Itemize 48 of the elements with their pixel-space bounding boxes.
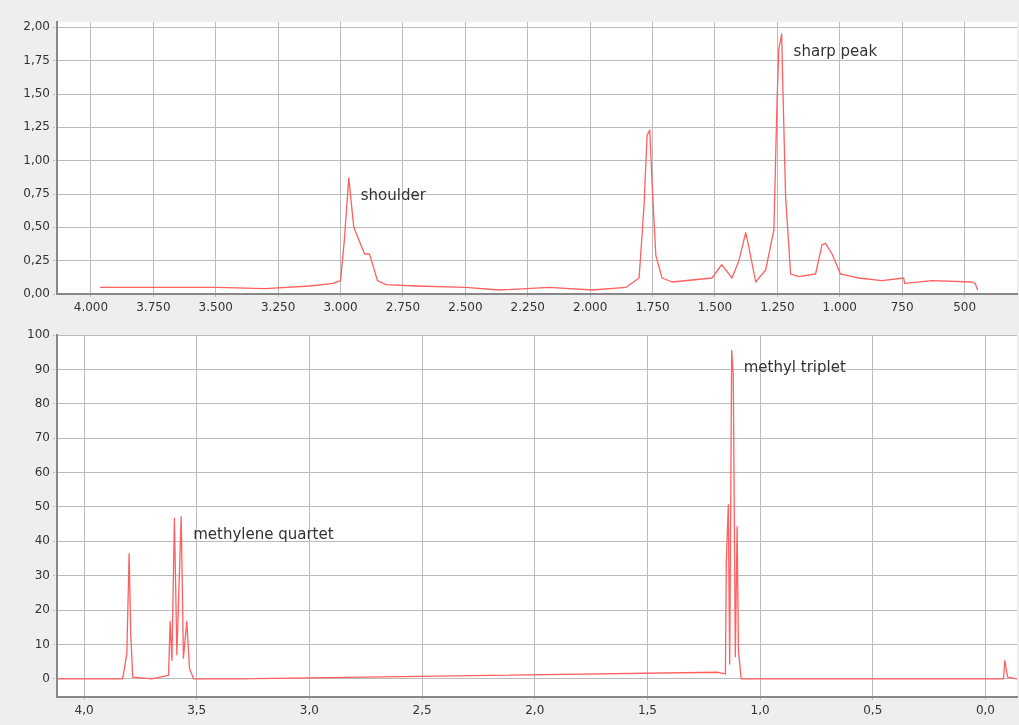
x-tick-label: 1,0 bbox=[750, 703, 770, 718]
x-tick-label: 3.500 bbox=[198, 300, 233, 315]
x-tick-label: 0,0 bbox=[975, 703, 995, 718]
y-tick-label: 0,50 bbox=[23, 219, 50, 234]
x-tick-label: 1.750 bbox=[635, 300, 670, 315]
x-tick-label: 3,5 bbox=[187, 703, 207, 718]
x-tick-label: 1,5 bbox=[637, 703, 657, 718]
annotation: sharp peak bbox=[793, 41, 878, 60]
y-tick-label: 50 bbox=[34, 499, 50, 514]
x-tick-label: 2.500 bbox=[448, 300, 483, 315]
y-tick-label: 1,00 bbox=[23, 152, 50, 167]
y-tick-label: 40 bbox=[34, 533, 50, 548]
y-tick-label: 90 bbox=[34, 361, 50, 376]
y-tick-label: 0,75 bbox=[23, 186, 50, 201]
x-tick-label: 1.250 bbox=[760, 300, 795, 315]
x-tick-label: 3.000 bbox=[323, 300, 358, 315]
x-tick-label: 0,5 bbox=[863, 703, 883, 718]
y-tick-label: 80 bbox=[34, 396, 50, 411]
x-tick-label: 3,0 bbox=[299, 703, 319, 718]
y-tick-label: 0,00 bbox=[23, 286, 50, 301]
x-tick-label: 4.000 bbox=[73, 300, 109, 315]
y-tick-label: 1,50 bbox=[23, 86, 50, 101]
annotation: methyl triplet bbox=[743, 358, 846, 377]
y-tick-label: 70 bbox=[34, 430, 50, 445]
x-tick-label: 2.000 bbox=[572, 300, 608, 315]
x-tick-label: 3.250 bbox=[260, 300, 296, 315]
x-tick-label: 2,0 bbox=[525, 703, 545, 718]
y-tick-label: 0,25 bbox=[23, 252, 50, 267]
y-tick-label: 0 bbox=[42, 670, 50, 685]
x-tick-label: 2,5 bbox=[412, 703, 432, 718]
x-tick-label: 2.250 bbox=[510, 300, 545, 315]
y-tick-label: 20 bbox=[34, 602, 50, 617]
x-tick-label: 3.750 bbox=[136, 300, 171, 315]
y-tick-label: 30 bbox=[34, 567, 50, 582]
x-tick-label: 750 bbox=[890, 300, 914, 315]
x-tick-label: 1.000 bbox=[822, 300, 857, 315]
x-tick-label: 4,0 bbox=[74, 703, 94, 718]
y-tick-label: 10 bbox=[34, 636, 50, 651]
annotation: shoulder bbox=[360, 185, 427, 204]
annotation: methylene quartet bbox=[193, 524, 334, 543]
x-tick-label: 2.750 bbox=[385, 300, 421, 315]
y-tick-label: 1,75 bbox=[23, 52, 50, 67]
y-tick-label: 100 bbox=[27, 327, 50, 342]
y-tick-label: 60 bbox=[34, 464, 50, 479]
y-tick-label: 2,00 bbox=[23, 19, 50, 34]
y-tick-label: 1,25 bbox=[23, 119, 50, 134]
x-tick-label: 1.500 bbox=[697, 300, 733, 315]
x-tick-label: 500 bbox=[953, 300, 977, 315]
